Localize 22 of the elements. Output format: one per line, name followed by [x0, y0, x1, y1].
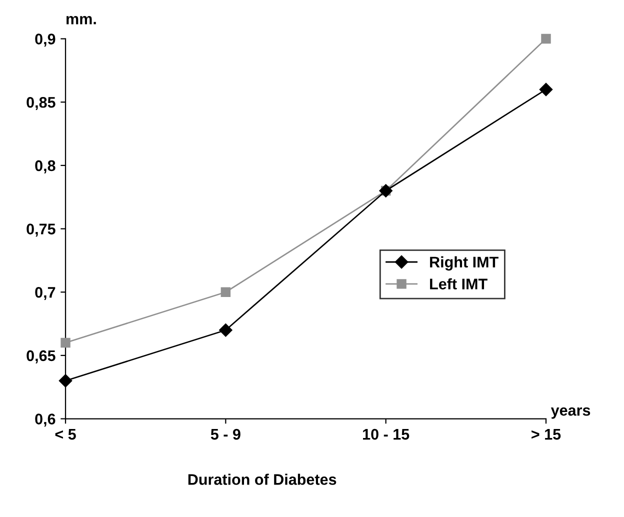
- text: Duration of Diabetes: [188, 474, 336, 485]
- x-axis-title: years: [550, 407, 590, 419]
- y-tick-label: 0,8: [35, 160, 56, 174]
- point: [60, 338, 70, 348]
- point: [58, 374, 72, 388]
- y-tick-label: 0,6: [35, 414, 56, 427]
- point: [220, 287, 231, 297]
- x-tick-label: 10 - 15: [363, 428, 410, 440]
- x-tick-label: < 5: [55, 429, 76, 440]
- point: [539, 82, 553, 96]
- y-tick-label: 0,85: [26, 96, 56, 110]
- legend-label: Right IMT: [430, 256, 498, 271]
- legend-label: Left IMT: [430, 278, 488, 290]
- y-tick-label: 0,75: [26, 224, 56, 237]
- x-tick-label: 5 - 9: [210, 428, 240, 440]
- y-axis-title: mm.: [66, 16, 96, 24]
- point: [541, 34, 551, 44]
- point: [219, 324, 232, 337]
- y-tick-label: 0,7: [35, 286, 56, 300]
- y-tick-label: 0,65: [26, 350, 56, 364]
- y-tick-label: 0,9: [35, 34, 56, 47]
- x-tick-label: > 15: [532, 429, 561, 440]
